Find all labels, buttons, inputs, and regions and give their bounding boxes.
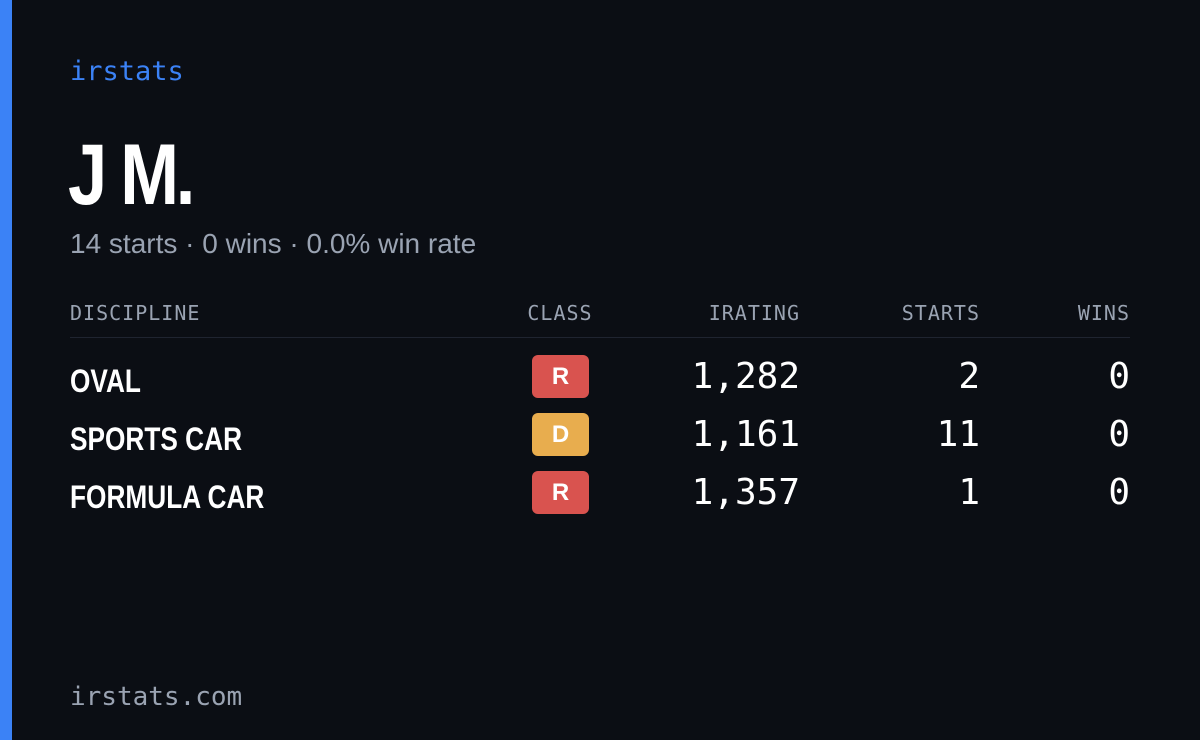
starts: 11 xyxy=(936,414,980,455)
driver-name: J M. xyxy=(68,127,195,223)
column-header: CLASS xyxy=(527,301,593,325)
discipline: OVAL xyxy=(70,363,141,399)
column-header: WINS xyxy=(1077,301,1130,325)
irating: 1,161 xyxy=(691,414,800,455)
column-header: DISCIPLINE xyxy=(70,301,201,325)
wins: 0 xyxy=(1108,414,1130,455)
starts: 1 xyxy=(958,472,980,513)
footer: irstats.com xyxy=(70,682,243,712)
column-header: STARTS xyxy=(901,301,980,325)
discipline: SPORTS CAR xyxy=(70,421,243,457)
class-badge: D xyxy=(532,413,589,456)
wins: 0 xyxy=(1108,356,1130,397)
irating: 1,282 xyxy=(691,356,800,397)
accent-bar xyxy=(0,0,12,740)
class-badge: R xyxy=(532,471,589,514)
column-header: IRATING xyxy=(708,301,800,325)
wins: 0 xyxy=(1108,472,1130,513)
summary: 14 starts · 0 wins · 0.0% win rate xyxy=(70,228,477,259)
irating: 1,357 xyxy=(691,472,800,513)
discipline: FORMULA CAR xyxy=(70,479,265,515)
class-badge: R xyxy=(532,355,589,398)
brand: irstats xyxy=(70,56,184,87)
header-rule xyxy=(70,337,1130,338)
starts: 2 xyxy=(958,356,980,397)
